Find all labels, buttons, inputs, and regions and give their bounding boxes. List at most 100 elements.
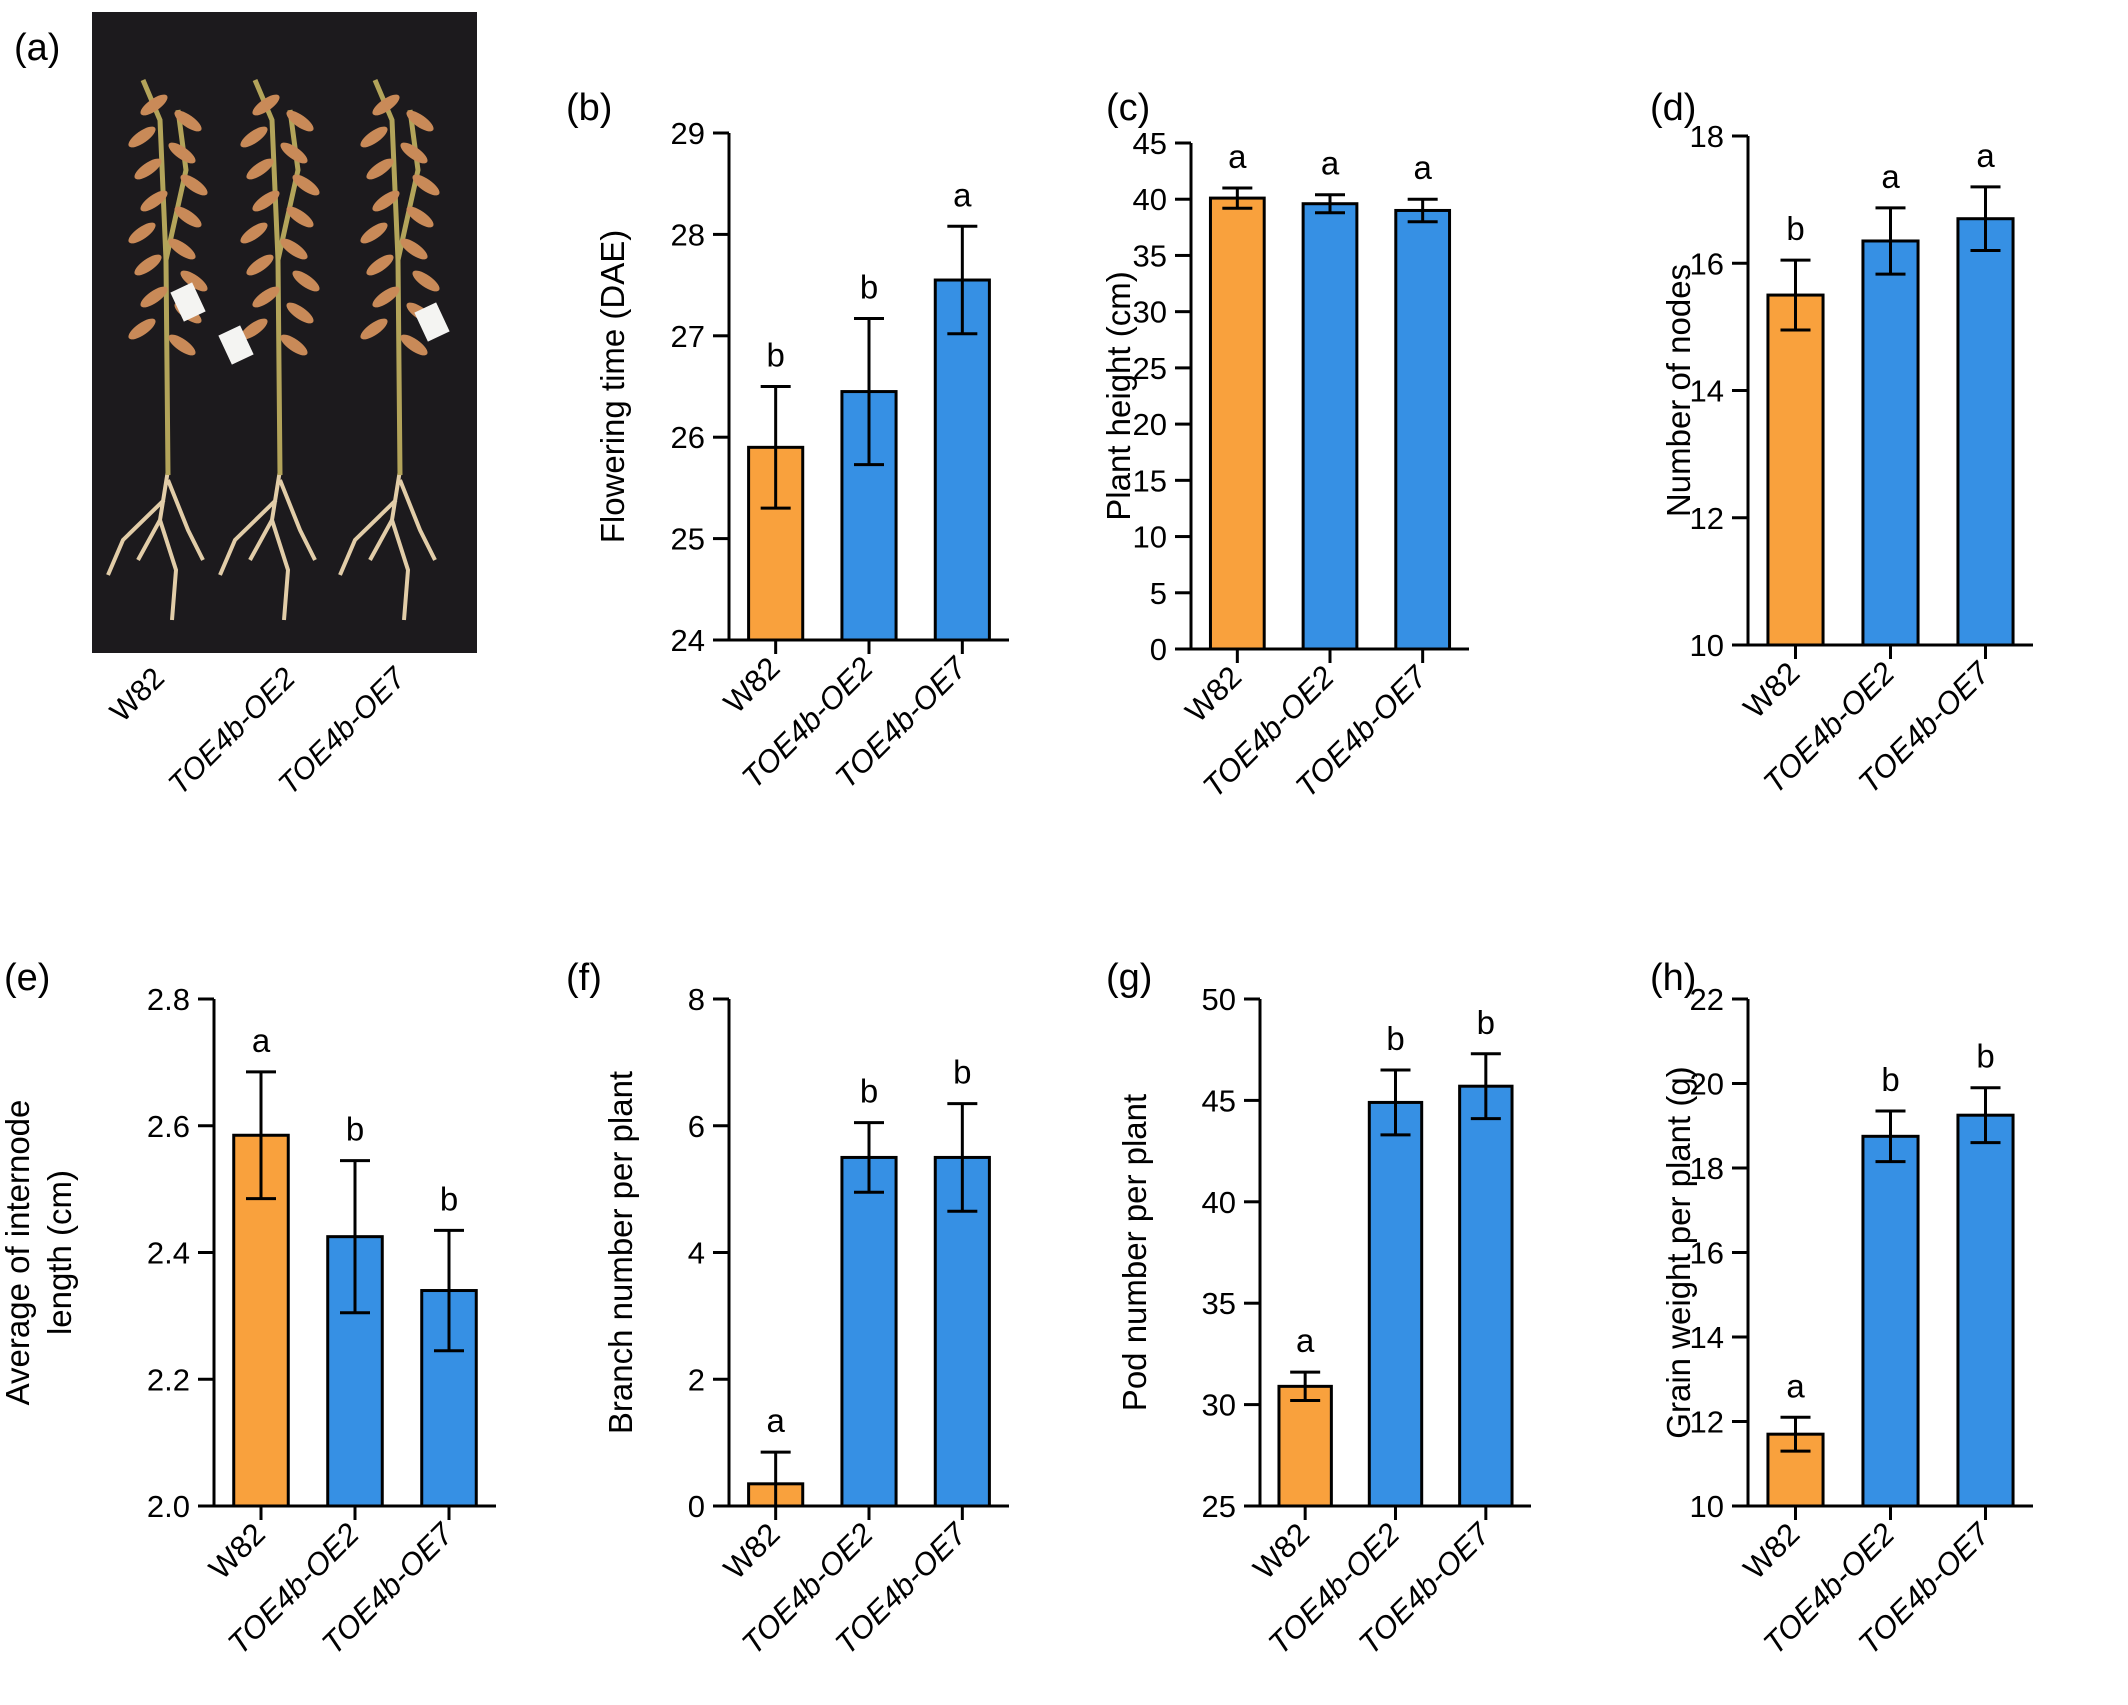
chart-panel-h: (h) 10 12 14 16 18 20 22 Grain weight per plant … xyxy=(1650,957,2033,1661)
x-tick-label-w82: W82 xyxy=(717,1516,787,1586)
y-tick-label: 12 xyxy=(1690,501,1724,536)
significance-letter-w82: a xyxy=(766,1402,785,1439)
significance-letter-toe4b-oe2: a xyxy=(1321,145,1340,182)
bar-toe4b-oe7 xyxy=(1956,1113,2015,1508)
bar-toe4b-oe2 xyxy=(1301,202,1359,651)
significance-letter-toe4b-oe2: b xyxy=(860,269,878,306)
y-tick-label: 25 xyxy=(671,522,705,557)
bar-toe4b-oe2 xyxy=(840,1155,898,1508)
y-tick-label: 45 xyxy=(1133,126,1167,161)
significance-letter-w82: a xyxy=(1786,1367,1805,1404)
soybean-plant-1 xyxy=(106,79,208,621)
soybean-plants-illustration xyxy=(106,79,450,621)
soybean-pod xyxy=(360,318,388,340)
bar-toe4b-oe7 xyxy=(1458,1084,1514,1508)
soybean-pod xyxy=(180,174,208,196)
bar-toe4b-oe2 xyxy=(1861,1134,1920,1508)
y-tick-label: 35 xyxy=(1202,1286,1236,1321)
soybean-pod xyxy=(400,238,428,260)
y-tick-label: 15 xyxy=(1133,463,1167,498)
soybean-pod xyxy=(286,110,314,132)
plant-tag xyxy=(414,302,450,342)
soybean-pod xyxy=(168,142,196,164)
root-system xyxy=(106,469,205,621)
x-tick-label-w82: W82 xyxy=(717,650,787,720)
y-tick-label: 18 xyxy=(1690,119,1724,154)
soybean-pod xyxy=(400,334,428,356)
soybean-pod xyxy=(280,142,308,164)
y-tick-label: 27 xyxy=(671,319,705,354)
soybean-pod xyxy=(240,126,268,148)
soybean-pod xyxy=(366,254,394,276)
y-tick-label: 29 xyxy=(671,116,705,151)
soybean-pod xyxy=(252,190,280,212)
y-tick-label: 0 xyxy=(688,1489,705,1524)
significance-letter-toe4b-oe2: b xyxy=(1386,1020,1404,1057)
soybean-pod xyxy=(286,206,314,228)
y-tick-label: 26 xyxy=(671,420,705,455)
y-axis-label: Branch number per plant xyxy=(602,1071,639,1434)
y-tick-label: 22 xyxy=(1690,982,1724,1017)
bar-toe4b-oe7 xyxy=(933,1155,991,1508)
significance-letter-toe4b-oe7: b xyxy=(1477,1004,1495,1041)
soybean-pod xyxy=(128,126,156,148)
soybean-plant-3 xyxy=(338,79,440,621)
bar-toe4b-oe2 xyxy=(1367,1100,1424,1508)
soybean-pod xyxy=(280,238,308,260)
soybean-pod xyxy=(360,222,388,244)
soybean-pod xyxy=(252,94,280,116)
soybean-pod xyxy=(174,206,202,228)
soybean-pod xyxy=(292,174,320,196)
significance-letter-toe4b-oe2: a xyxy=(1881,158,1900,195)
panel-label-h: (h) xyxy=(1650,957,1696,999)
significance-letter-toe4b-oe7: b xyxy=(953,1054,971,1091)
x-tick-label-w82: W82 xyxy=(1737,655,1807,725)
x-tick-label-w82: W82 xyxy=(1246,1516,1316,1586)
x-tick-label-w82: W82 xyxy=(1737,1516,1807,1586)
y-tick-label: 10 xyxy=(1690,628,1724,663)
significance-letter-w82: a xyxy=(252,1022,271,1059)
panel-label-a: (a) xyxy=(14,27,60,69)
y-tick-label: 12 xyxy=(1690,1405,1724,1440)
y-tick-label: 2.4 xyxy=(147,1236,190,1271)
plant-tag xyxy=(170,282,206,322)
soybean-pod xyxy=(240,318,268,340)
significance-letter-w82: b xyxy=(1786,210,1804,247)
bar-w82 xyxy=(1766,293,1825,647)
soybean-pod xyxy=(168,334,196,356)
y-tick-label: 18 xyxy=(1690,1151,1724,1186)
bar-toe4b-oe7 xyxy=(1956,217,2015,647)
y-tick-label: 2.0 xyxy=(147,1489,190,1524)
y-tick-label: 25 xyxy=(1133,351,1167,386)
y-axis-label: Number of nodes xyxy=(1660,264,1697,517)
y-tick-label: 2 xyxy=(688,1362,705,1397)
soybean-pod xyxy=(372,190,400,212)
panel-label-b: (b) xyxy=(566,87,612,129)
photo-label-w82: W82 xyxy=(104,662,171,729)
y-tick-label: 20 xyxy=(1690,1067,1724,1102)
y-axis-label: Grain weight per plant (g) xyxy=(1660,1066,1697,1438)
soybean-pod xyxy=(246,158,274,180)
y-axis-label: length (cm) xyxy=(41,1170,78,1335)
soybean-pod xyxy=(280,334,308,356)
bar-w82 xyxy=(1766,1432,1825,1508)
bar-toe4b-oe7 xyxy=(1394,208,1452,651)
y-tick-label: 10 xyxy=(1690,1489,1724,1524)
bar-w82 xyxy=(1277,1384,1333,1508)
y-tick-label: 14 xyxy=(1690,374,1724,409)
soybean-pod xyxy=(134,254,162,276)
soybean-pod xyxy=(372,286,400,308)
y-axis-label: Plant height (cm) xyxy=(1100,271,1137,520)
y-tick-label: 2.6 xyxy=(147,1109,190,1144)
soybean-pod xyxy=(400,142,428,164)
soybean-pod xyxy=(168,238,196,260)
y-tick-label: 40 xyxy=(1133,182,1167,217)
y-tick-label: 14 xyxy=(1690,1320,1724,1355)
y-tick-label: 45 xyxy=(1202,1083,1236,1118)
soybean-pod xyxy=(240,222,268,244)
significance-letter-w82: a xyxy=(1296,1322,1315,1359)
y-tick-label: 4 xyxy=(688,1236,705,1271)
